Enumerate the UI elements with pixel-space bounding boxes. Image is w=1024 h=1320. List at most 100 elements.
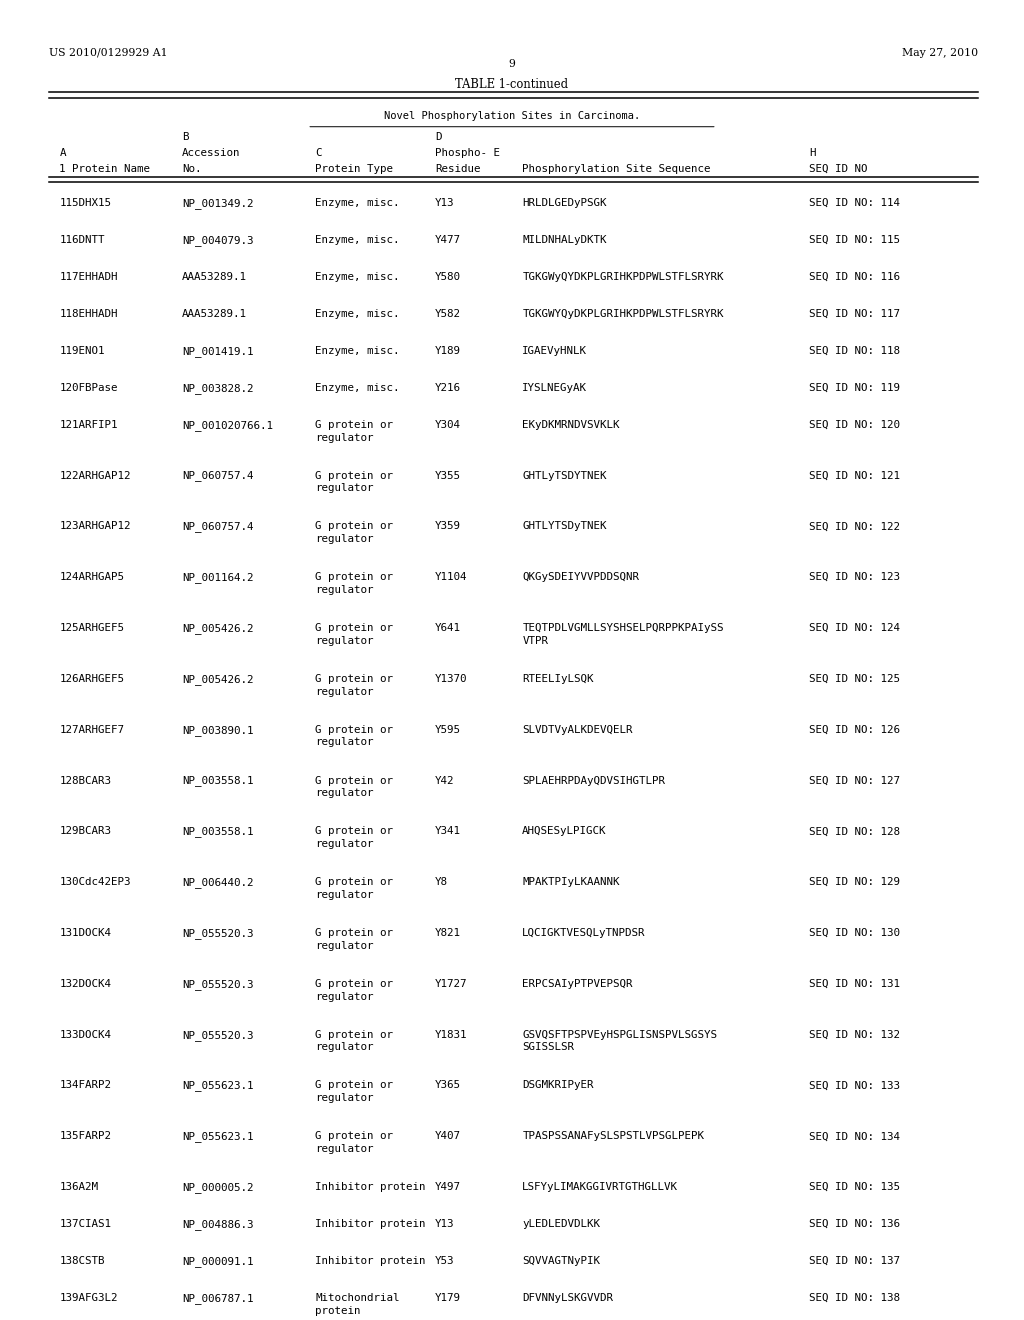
Text: Y582: Y582 (435, 309, 461, 319)
Text: SEQ ID NO: 123: SEQ ID NO: 123 (809, 573, 900, 582)
Text: 138CSTB: 138CSTB (59, 1257, 104, 1266)
Text: NP_060757.4: NP_060757.4 (182, 471, 254, 482)
Text: TEQTPDLVGMLLSYSHSELPQRPPKPAIySS
VTPR: TEQTPDLVGMLLSYSHSELPQRPPKPAIySS VTPR (522, 623, 724, 645)
Text: C: C (315, 148, 322, 158)
Text: 129BCAR3: 129BCAR3 (59, 826, 112, 837)
Text: G protein or
regulator: G protein or regulator (315, 623, 393, 645)
Text: 139AFG3L2: 139AFG3L2 (59, 1292, 118, 1303)
Text: RTEELIyLSQK: RTEELIyLSQK (522, 675, 594, 684)
Text: Y497: Y497 (435, 1183, 461, 1192)
Text: SEQ ID NO: 125: SEQ ID NO: 125 (809, 675, 900, 684)
Text: Y359: Y359 (435, 521, 461, 532)
Text: TGKGWyQYDKPLGRIHKPDPWLSTFLSRYRK: TGKGWyQYDKPLGRIHKPDPWLSTFLSRYRK (522, 272, 724, 282)
Text: 128BCAR3: 128BCAR3 (59, 776, 112, 785)
Text: DSGMKRIPyER: DSGMKRIPyER (522, 1080, 594, 1090)
Text: G protein or
regulator: G protein or regulator (315, 420, 393, 442)
Text: LQCIGKTVESQLyTNPDSR: LQCIGKTVESQLyTNPDSR (522, 928, 646, 939)
Text: SEQ ID NO: 114: SEQ ID NO: 114 (809, 198, 900, 209)
Text: GSVQSFTPSPVEyHSPGLISNSPVLSGSYS
SGISSLSR: GSVQSFTPSPVEyHSPGLISNSPVLSGSYS SGISSLSR (522, 1030, 717, 1052)
Text: SEQ ID NO: SEQ ID NO (809, 164, 867, 174)
Text: LSFYyLIMAKGGIVRTGTHGLLVK: LSFYyLIMAKGGIVRTGTHGLLVK (522, 1183, 678, 1192)
Text: Y1831: Y1831 (435, 1030, 468, 1040)
Text: H: H (809, 148, 815, 158)
Text: Y13: Y13 (435, 198, 455, 209)
Text: 116DNTT: 116DNTT (59, 235, 104, 246)
Text: Phospho- E: Phospho- E (435, 148, 500, 158)
Text: GHTLyTSDYTNEK: GHTLyTSDYTNEK (522, 471, 607, 480)
Text: 9: 9 (509, 59, 515, 70)
Text: EKyDKMRNDVSVKLK: EKyDKMRNDVSVKLK (522, 420, 620, 430)
Text: 131DOCK4: 131DOCK4 (59, 928, 112, 939)
Text: NP_055520.3: NP_055520.3 (182, 1030, 254, 1040)
Text: AAA53289.1: AAA53289.1 (182, 272, 247, 282)
Text: NP_055520.3: NP_055520.3 (182, 928, 254, 939)
Text: Enzyme, misc.: Enzyme, misc. (315, 198, 400, 209)
Text: B: B (182, 132, 188, 143)
Text: Y477: Y477 (435, 235, 461, 246)
Text: SEQ ID NO: 135: SEQ ID NO: 135 (809, 1183, 900, 1192)
Text: 132DOCK4: 132DOCK4 (59, 978, 112, 989)
Text: 1 Protein Name: 1 Protein Name (59, 164, 151, 174)
Text: Mitochondrial
protein: Mitochondrial protein (315, 1292, 400, 1316)
Text: 123ARHGAP12: 123ARHGAP12 (59, 521, 131, 532)
Text: NP_003558.1: NP_003558.1 (182, 826, 254, 837)
Text: NP_055623.1: NP_055623.1 (182, 1131, 254, 1142)
Text: Y821: Y821 (435, 928, 461, 939)
Text: SEQ ID NO: 131: SEQ ID NO: 131 (809, 978, 900, 989)
Text: 115DHX15: 115DHX15 (59, 198, 112, 209)
Text: Phosphorylation Site Sequence: Phosphorylation Site Sequence (522, 164, 711, 174)
Text: 136A2M: 136A2M (59, 1183, 98, 1192)
Text: NP_005426.2: NP_005426.2 (182, 623, 254, 634)
Text: Y407: Y407 (435, 1131, 461, 1142)
Text: G protein or
regulator: G protein or regulator (315, 521, 393, 544)
Text: Y580: Y580 (435, 272, 461, 282)
Text: Y216: Y216 (435, 383, 461, 393)
Text: SPLAEHRPDAyQDVSIHGTLPR: SPLAEHRPDAyQDVSIHGTLPR (522, 776, 666, 785)
Text: QKGySDEIYVVPDDSQNR: QKGySDEIYVVPDDSQNR (522, 573, 639, 582)
Text: Enzyme, misc.: Enzyme, misc. (315, 272, 400, 282)
Text: 137CIAS1: 137CIAS1 (59, 1220, 112, 1229)
Text: SEQ ID NO: 128: SEQ ID NO: 128 (809, 826, 900, 837)
Text: SEQ ID NO: 138: SEQ ID NO: 138 (809, 1292, 900, 1303)
Text: Y355: Y355 (435, 471, 461, 480)
Text: Y13: Y13 (435, 1220, 455, 1229)
Text: Y1370: Y1370 (435, 675, 468, 684)
Text: IYSLNEGyAK: IYSLNEGyAK (522, 383, 587, 393)
Text: SEQ ID NO: 133: SEQ ID NO: 133 (809, 1080, 900, 1090)
Text: MPAKTPIyLKAANNK: MPAKTPIyLKAANNK (522, 876, 620, 887)
Text: SEQ ID NO: 134: SEQ ID NO: 134 (809, 1131, 900, 1142)
Text: 119ENO1: 119ENO1 (59, 346, 104, 356)
Text: Protein Type: Protein Type (315, 164, 393, 174)
Text: SEQ ID NO: 137: SEQ ID NO: 137 (809, 1257, 900, 1266)
Text: Y365: Y365 (435, 1080, 461, 1090)
Text: Enzyme, misc.: Enzyme, misc. (315, 235, 400, 246)
Text: SEQ ID NO: 136: SEQ ID NO: 136 (809, 1220, 900, 1229)
Text: NP_003828.2: NP_003828.2 (182, 383, 254, 393)
Text: 124ARHGAP5: 124ARHGAP5 (59, 573, 124, 582)
Text: G protein or
regulator: G protein or regulator (315, 978, 393, 1002)
Text: Y42: Y42 (435, 776, 455, 785)
Text: Inhibitor protein: Inhibitor protein (315, 1183, 426, 1192)
Text: SEQ ID NO: 132: SEQ ID NO: 132 (809, 1030, 900, 1040)
Text: 133DOCK4: 133DOCK4 (59, 1030, 112, 1040)
Text: Y641: Y641 (435, 623, 461, 634)
Text: G protein or
regulator: G protein or regulator (315, 725, 393, 747)
Text: D: D (435, 132, 441, 143)
Text: Y189: Y189 (435, 346, 461, 356)
Text: SEQ ID NO: 120: SEQ ID NO: 120 (809, 420, 900, 430)
Text: SEQ ID NO: 126: SEQ ID NO: 126 (809, 725, 900, 735)
Text: IGAEVyHNLK: IGAEVyHNLK (522, 346, 587, 356)
Text: 121ARFIP1: 121ARFIP1 (59, 420, 118, 430)
Text: SLVDTVyALKDEVQELR: SLVDTVyALKDEVQELR (522, 725, 633, 735)
Text: No.: No. (182, 164, 202, 174)
Text: SEQ ID NO: 121: SEQ ID NO: 121 (809, 471, 900, 480)
Text: Y304: Y304 (435, 420, 461, 430)
Text: SEQ ID NO: 119: SEQ ID NO: 119 (809, 383, 900, 393)
Text: NP_001419.1: NP_001419.1 (182, 346, 254, 356)
Text: NP_001020766.1: NP_001020766.1 (182, 420, 273, 430)
Text: AHQSESyLPIGCK: AHQSESyLPIGCK (522, 826, 607, 837)
Text: G protein or
regulator: G protein or regulator (315, 675, 393, 697)
Text: yLEDLEDVDLKK: yLEDLEDVDLKK (522, 1220, 600, 1229)
Text: NP_003558.1: NP_003558.1 (182, 776, 254, 787)
Text: 125ARHGEF5: 125ARHGEF5 (59, 623, 124, 634)
